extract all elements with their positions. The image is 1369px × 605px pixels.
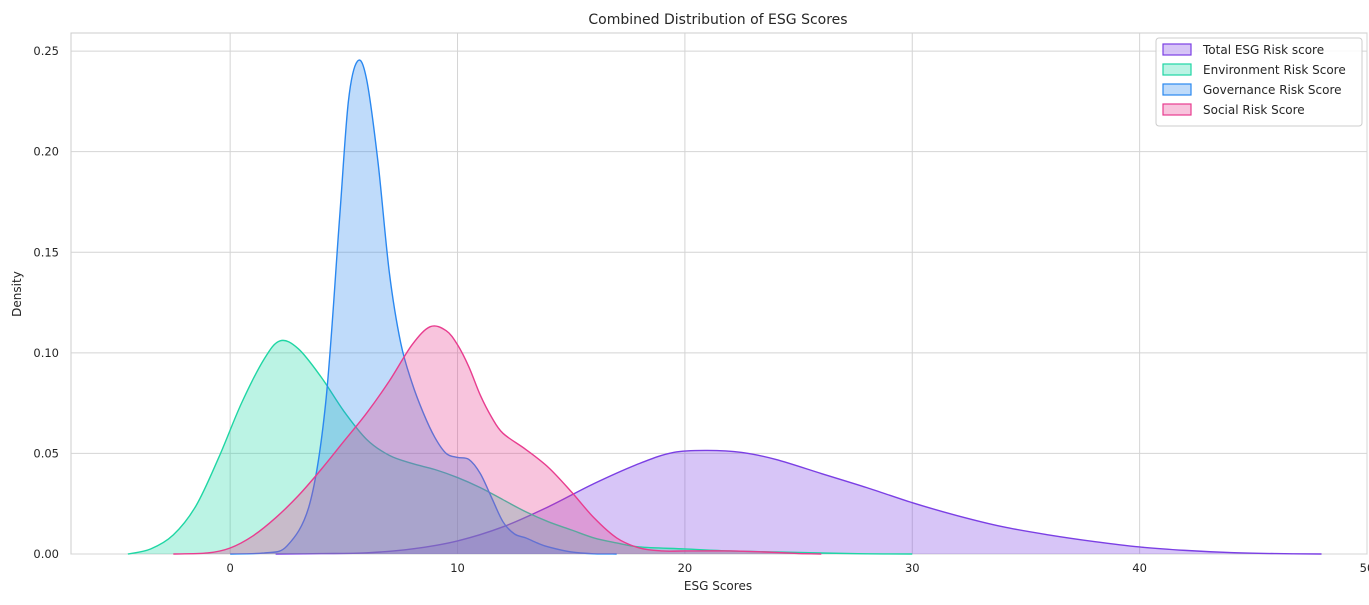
y-tick-label: 0.15 bbox=[33, 245, 59, 259]
legend-label-social-risk-score: Social Risk Score bbox=[1203, 103, 1305, 117]
legend-swatch-governance-risk-score bbox=[1162, 83, 1192, 96]
legend-swatch-environment-risk-score bbox=[1162, 63, 1192, 76]
area-environment-risk-score bbox=[127, 340, 913, 554]
legend-label-environment-risk-score: Environment Risk Score bbox=[1203, 63, 1346, 77]
plot-area bbox=[70, 32, 1368, 555]
tick-layer: 0 10 20 30 40 50 0.00 0.05 0.10 0.15 0.20 0.25 bbox=[33, 44, 1369, 575]
y-tick-label: 0.10 bbox=[33, 346, 59, 360]
legend-box bbox=[1155, 37, 1363, 127]
legend-swatch-social-risk-score bbox=[1162, 103, 1192, 116]
line-total-esg-risk-score bbox=[275, 449, 1322, 555]
x-axis-label: ESG Scores bbox=[684, 579, 752, 593]
y-tick-label: 0.20 bbox=[33, 145, 59, 159]
y-tick-label: 0.00 bbox=[33, 547, 59, 561]
x-tick-label: 20 bbox=[678, 561, 693, 575]
grid-layer bbox=[71, 33, 1368, 555]
y-axis-label: Density bbox=[10, 271, 24, 317]
line-environment-risk-score bbox=[127, 339, 913, 555]
x-tick-label: 40 bbox=[1132, 561, 1147, 575]
legend-label-total-esg-risk-score: Total ESG Risk score bbox=[1202, 43, 1324, 57]
x-tick-label: 0 bbox=[226, 561, 233, 575]
y-tick-label: 0.25 bbox=[33, 44, 59, 58]
area-total-esg-risk-score bbox=[275, 450, 1322, 554]
area-social-risk-score bbox=[173, 325, 822, 554]
x-tick-label: 50 bbox=[1360, 561, 1369, 575]
legend-label-governance-risk-score: Governance Risk Score bbox=[1203, 83, 1342, 97]
x-tick-label: 10 bbox=[450, 561, 465, 575]
y-tick-label: 0.05 bbox=[33, 446, 59, 460]
series-layer bbox=[127, 59, 1322, 555]
x-tick-label: 30 bbox=[905, 561, 920, 575]
legend-swatch-total-esg-risk-score bbox=[1162, 43, 1192, 56]
legend: Total ESG Risk score Environment Risk Sco… bbox=[1155, 37, 1363, 127]
area-governance-risk-score bbox=[230, 60, 617, 555]
line-governance-risk-score bbox=[230, 59, 617, 555]
chart-title: Combined Distribution of ESG Scores bbox=[588, 12, 847, 28]
line-social-risk-score bbox=[173, 325, 822, 555]
